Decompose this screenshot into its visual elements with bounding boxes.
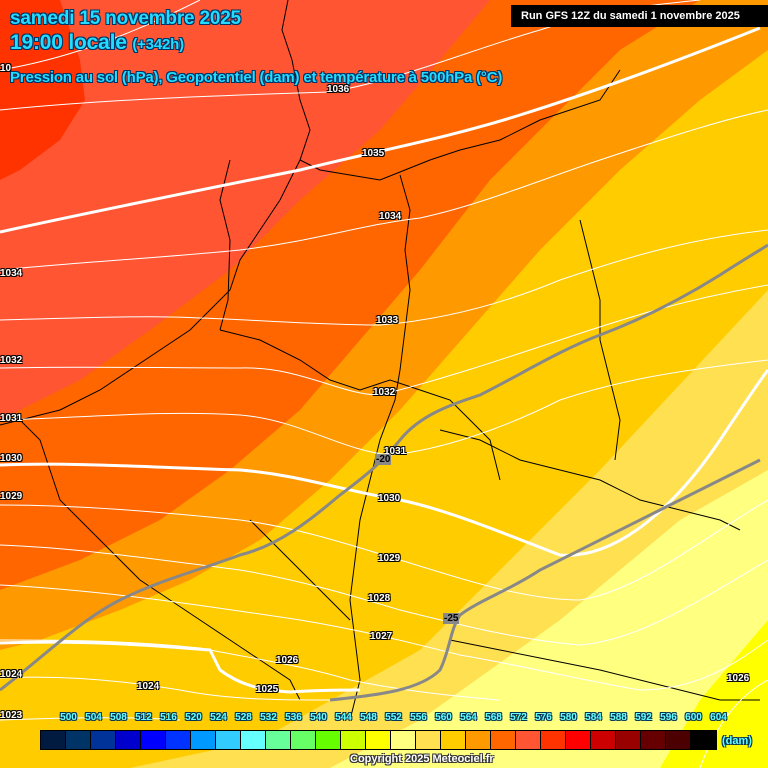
legend-swatch [491,731,516,749]
isobar-label: 1028 [368,593,391,604]
legend-tick: 568 [485,712,502,723]
forecast-lead-hours: (+342h) [132,36,184,53]
legend-tick: 576 [535,712,552,723]
legend-swatch [266,731,291,749]
isobar-label: 10 [0,63,12,74]
legend-swatch [116,731,141,749]
isobar-label: 1030 [378,493,401,504]
legend-tick: 604 [710,712,727,723]
legend-swatch [466,731,491,749]
legend-tick: 508 [110,712,127,723]
chart-description: Pression au sol (hPa), Geopotentiel (dam… [10,69,503,86]
isobar-label: 1032 [373,387,396,398]
forecast-time-value: 19:00 locale [10,31,127,54]
isobar-label: 1025 [256,684,279,695]
legend-swatch [641,731,666,749]
legend-swatch [416,731,441,749]
legend-tick: 500 [60,712,77,723]
legend-tick: 552 [385,712,402,723]
legend-swatch [41,731,66,749]
legend-tick: 584 [585,712,602,723]
isobar-label: 1033 [376,315,399,326]
legend-tick: 600 [685,712,702,723]
legend-tick: 580 [560,712,577,723]
copyright-notice: Copyright 2025 Meteociel.fr [350,753,494,765]
legend-swatch [516,731,541,749]
legend-swatch [366,731,391,749]
legend-swatch [216,731,241,749]
isobar-label: 1023 [0,710,23,721]
legend-unit: (dam) [722,735,752,747]
isobar-label: 1024 [0,669,23,680]
isobar-label: 1026 [276,655,299,666]
forecast-date: samedi 15 novembre 2025 [10,8,241,29]
legend-tick: 572 [510,712,527,723]
legend-tick: 504 [85,712,102,723]
isobar-label: 1031 [384,446,407,457]
legend-swatch [316,731,341,749]
model-run-info: Run GFS 12Z du samedi 1 novembre 2025 [511,5,768,27]
isobar-label: 1029 [0,491,23,502]
legend-tick: 544 [335,712,352,723]
isobar-label: 1030 [0,453,23,464]
isotherm-label: -20 [375,454,392,465]
legend-tick: 564 [460,712,477,723]
isotherm-label: -25 [443,613,460,624]
legend-swatch [391,731,416,749]
legend-tick: 524 [210,712,227,723]
isobar-label: 1026 [727,673,750,684]
geopotential-legend: 500 504 508 512 516 520 524 528 532 536 540 544 548 5… [40,712,727,752]
forecast-time: 19:00 locale (+342h) [10,31,184,55]
legend-tick: 520 [185,712,202,723]
isobar-label: 1024 [137,681,160,692]
legend-swatch [66,731,91,749]
legend-tick: 560 [435,712,452,723]
legend-tick: 588 [610,712,627,723]
legend-tick: 536 [285,712,302,723]
isobar-label: 1034 [0,268,23,279]
legend-tick: 532 [260,712,277,723]
isobar-label: 1031 [0,413,23,424]
legend-swatch [591,731,616,749]
band-576 [0,0,490,420]
legend-swatch [91,731,116,749]
legend-swatch [291,731,316,749]
legend-color-bar [40,730,717,750]
legend-tick: 512 [135,712,152,723]
legend-tick: 592 [635,712,652,723]
legend-swatch [666,731,691,749]
legend-tick-labels: 500 504 508 512 516 520 524 528 532 536 540 544 548 5… [40,712,740,726]
legend-tick: 596 [660,712,677,723]
legend-swatch [541,731,566,749]
legend-swatch [691,731,716,749]
legend-tick: 516 [160,712,177,723]
legend-swatch [441,731,466,749]
legend-swatch [141,731,166,749]
isobar-label: 1034 [379,211,402,222]
legend-swatch [616,731,641,749]
legend-tick: 528 [235,712,252,723]
legend-swatch [341,731,366,749]
legend-tick: 540 [310,712,327,723]
legend-tick: 548 [360,712,377,723]
legend-swatch [191,731,216,749]
isobar-label: 1029 [378,553,401,564]
isobar-label: 1027 [370,631,393,642]
isobar-label: 1032 [0,355,23,366]
legend-tick: 556 [410,712,427,723]
legend-swatch [166,731,191,749]
band-580 [0,0,85,180]
band-556 [330,470,768,768]
legend-swatch [241,731,266,749]
isobar-label: 1036 [327,84,350,95]
isobar-label: 1035 [362,148,385,159]
legend-swatch [566,731,591,749]
isotherms [0,243,768,702]
